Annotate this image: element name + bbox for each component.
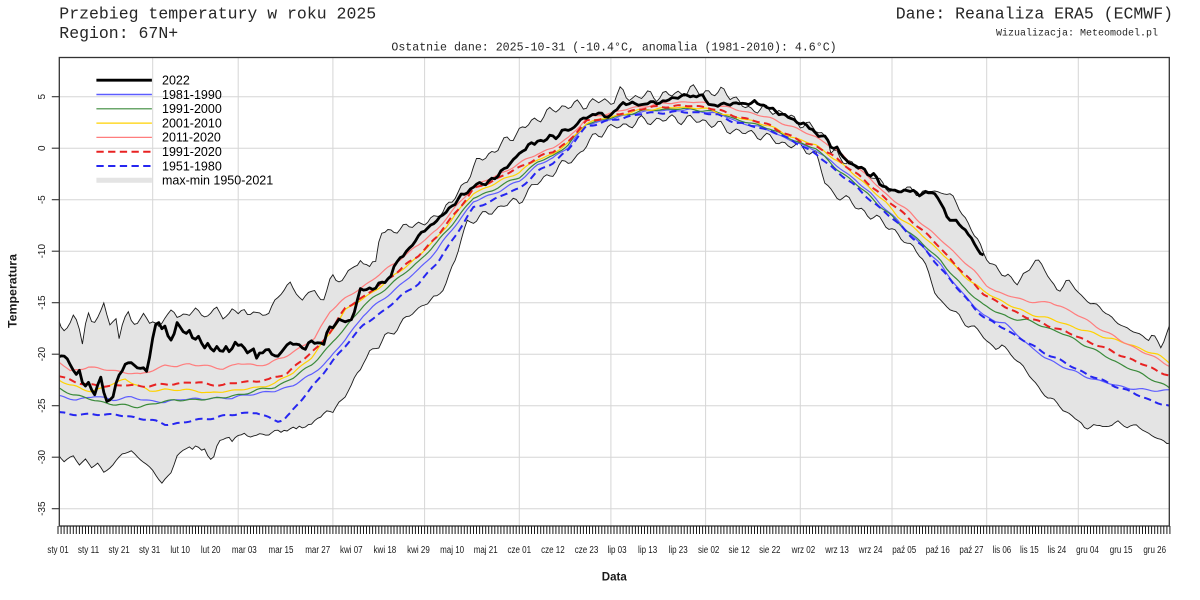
svg-text:2011-2020: 2011-2020	[162, 131, 221, 145]
svg-text:-10: -10	[37, 244, 48, 259]
svg-text:2001-2010: 2001-2010	[162, 116, 222, 130]
svg-text:mar 03: mar 03	[232, 545, 257, 556]
svg-text:sty 21: sty 21	[108, 545, 130, 556]
svg-text:maj 10: maj 10	[440, 545, 464, 556]
svg-text:Data: Data	[602, 570, 627, 584]
svg-text:maj 21: maj 21	[474, 545, 498, 556]
svg-text:5: 5	[37, 93, 48, 99]
svg-text:-30: -30	[37, 450, 48, 465]
svg-text:Przebieg temperatury w roku 20: Przebieg temperatury w roku 2025	[59, 5, 376, 24]
svg-text:-15: -15	[37, 295, 48, 310]
svg-text:cze 01: cze 01	[508, 545, 532, 556]
svg-text:sie 22: sie 22	[759, 545, 781, 556]
svg-text:gru 04: gru 04	[1076, 545, 1099, 556]
svg-text:wrz 02: wrz 02	[791, 545, 816, 556]
svg-text:max-min 1950-2021: max-min 1950-2021	[162, 174, 273, 188]
svg-text:lis 06: lis 06	[993, 545, 1012, 556]
svg-text:1991-2020: 1991-2020	[162, 145, 222, 159]
svg-text:Region: 67N+: Region: 67N+	[59, 24, 178, 43]
svg-text:wrz 24: wrz 24	[858, 545, 883, 556]
svg-text:-5: -5	[37, 195, 48, 204]
svg-text:1951-1980: 1951-1980	[162, 159, 222, 173]
svg-text:kwi 18: kwi 18	[374, 545, 397, 556]
svg-text:wrz 13: wrz 13	[824, 545, 849, 556]
svg-text:paź 16: paź 16	[926, 545, 950, 556]
svg-text:sie 02: sie 02	[698, 545, 720, 556]
svg-text:sty 31: sty 31	[139, 545, 161, 556]
svg-text:lis 15: lis 15	[1020, 545, 1039, 556]
svg-text:Wizualizacja: Meteomodel.pl: Wizualizacja: Meteomodel.pl	[996, 28, 1158, 40]
svg-text:cze 23: cze 23	[575, 545, 599, 556]
svg-text:Ostatnie dane: 2025-10-31 (-10: Ostatnie dane: 2025-10-31 (-10.4°C, anom…	[391, 42, 836, 55]
svg-text:0: 0	[37, 145, 48, 151]
svg-text:mar 15: mar 15	[269, 545, 294, 556]
svg-text:lip 23: lip 23	[669, 545, 688, 556]
svg-text:Dane: Reanaliza ERA5 (ECMWF): Dane: Reanaliza ERA5 (ECMWF)	[896, 5, 1173, 24]
svg-text:paź 27: paź 27	[959, 545, 983, 556]
svg-text:mar 27: mar 27	[305, 545, 330, 556]
svg-text:lip 03: lip 03	[607, 545, 626, 556]
svg-text:-35: -35	[37, 501, 48, 516]
svg-text:Temperatura: Temperatura	[6, 254, 20, 328]
svg-text:sty 11: sty 11	[78, 545, 100, 556]
svg-text:paź 05: paź 05	[892, 545, 916, 556]
svg-text:kwi 29: kwi 29	[407, 545, 430, 556]
svg-text:-25: -25	[37, 398, 48, 413]
svg-text:cze 12: cze 12	[541, 545, 565, 556]
svg-text:lut 10: lut 10	[170, 545, 190, 556]
svg-text:sie 12: sie 12	[729, 545, 751, 556]
svg-text:1991-2000: 1991-2000	[162, 102, 222, 116]
svg-text:2022: 2022	[162, 74, 190, 88]
svg-text:gru 26: gru 26	[1143, 545, 1166, 556]
svg-text:lis 24: lis 24	[1048, 545, 1067, 556]
svg-text:lip 13: lip 13	[638, 545, 657, 556]
svg-text:1981-1990: 1981-1990	[162, 88, 222, 102]
svg-text:lut 20: lut 20	[201, 545, 221, 556]
svg-text:-20: -20	[37, 347, 48, 362]
svg-text:gru 15: gru 15	[1110, 545, 1133, 556]
svg-text:kwi 07: kwi 07	[340, 545, 363, 556]
svg-text:sty 01: sty 01	[47, 545, 69, 556]
